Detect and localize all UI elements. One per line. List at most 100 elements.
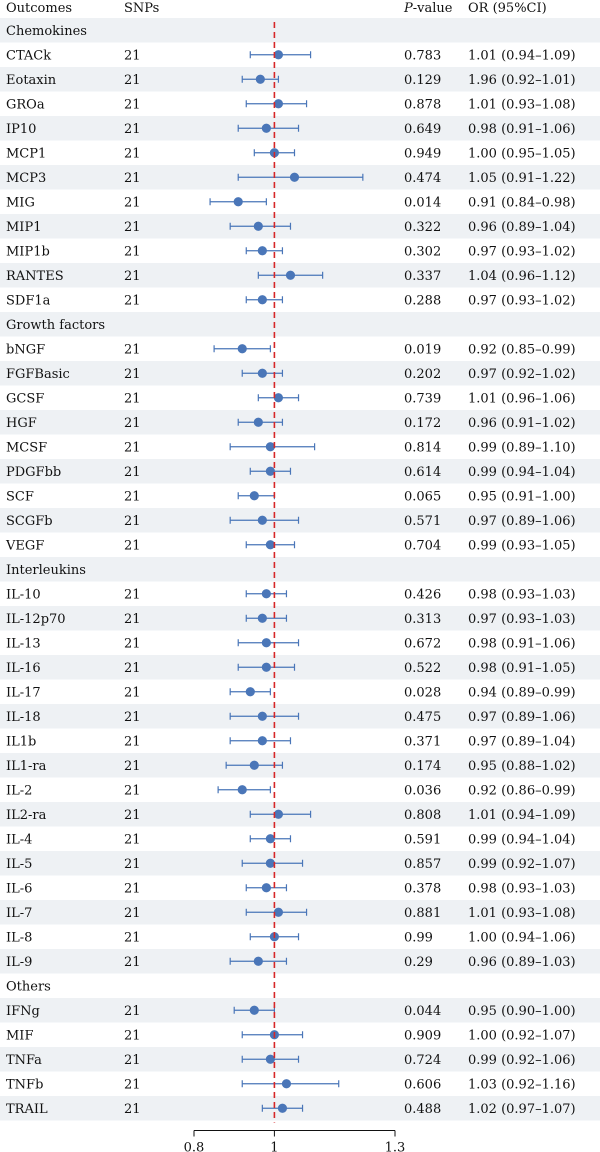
or-ci-text: 0.98 (0.93–1.03) <box>468 882 576 897</box>
snps-value: 21 <box>124 269 141 284</box>
p-value: 0.129 <box>404 73 441 88</box>
pvalue-header: P-value <box>403 1 453 16</box>
snps-value: 21 <box>124 931 141 946</box>
snps-value: 21 <box>124 637 141 652</box>
or-point <box>261 883 271 893</box>
or-point <box>273 50 284 60</box>
or-header: OR (95%CI) <box>468 1 547 16</box>
p-value: 0.591 <box>404 833 441 848</box>
outcome-label: MIF <box>6 1029 33 1044</box>
or-ci-text: 0.98 (0.91–1.05) <box>468 661 576 676</box>
or-point <box>257 515 267 525</box>
p-value: 0.371 <box>404 735 441 750</box>
or-ci-text: 0.95 (0.90–1.00) <box>468 1004 576 1019</box>
p-value: 0.949 <box>404 147 441 162</box>
or-point <box>261 589 271 599</box>
outcome-label: TNFa <box>6 1053 42 1068</box>
or-ci-text: 1.01 (0.94–1.09) <box>468 49 576 64</box>
or-ci-text: 0.97 (0.89–1.04) <box>468 735 576 750</box>
or-point <box>253 956 263 966</box>
or-point <box>237 785 247 795</box>
or-point <box>265 540 275 550</box>
outcome-label: MIG <box>6 196 35 211</box>
or-ci-text: 0.97 (0.93–1.02) <box>468 245 576 260</box>
x-tick-label: 0.8 <box>184 1141 205 1152</box>
or-point <box>253 221 263 231</box>
outcome-label: IL-7 <box>6 906 32 921</box>
x-axis: 0.8 1 1.3 <box>184 1130 405 1152</box>
or-point <box>273 907 284 917</box>
or-ci-text: 1.01 (0.93–1.08) <box>468 98 576 113</box>
or-ci-text: 0.97 (0.93–1.03) <box>468 612 576 627</box>
snps-value: 21 <box>124 98 141 113</box>
outcome-label: MIP1b <box>6 245 50 260</box>
snps-value: 21 <box>124 73 141 88</box>
or-point <box>281 1079 292 1089</box>
outcome-label: HGF <box>6 416 37 431</box>
p-value: 0.202 <box>404 367 441 382</box>
p-value: 0.672 <box>404 637 441 652</box>
outcome-label: SCGFb <box>6 514 53 529</box>
snps-value: 21 <box>124 588 141 603</box>
outcomes-header: Outcomes <box>6 1 72 16</box>
or-ci-text: 0.99 (0.89–1.10) <box>468 441 576 456</box>
outcome-label: IP10 <box>6 122 36 137</box>
row-band <box>0 361 600 386</box>
p-value: 0.878 <box>404 98 441 113</box>
snps-value: 21 <box>124 245 141 260</box>
plot-area <box>209 22 364 1123</box>
snps-header: SNPs <box>124 1 159 16</box>
snps-value: 21 <box>124 294 141 309</box>
snps-value: 21 <box>124 857 141 872</box>
p-value: 0.606 <box>404 1078 441 1093</box>
snps-value: 21 <box>124 1029 141 1044</box>
outcome-label: RANTES <box>6 269 64 284</box>
p-value: 0.475 <box>404 710 441 725</box>
or-ci-text: 1.00 (0.95–1.05) <box>468 147 576 162</box>
or-point <box>255 74 265 84</box>
snps-value: 21 <box>124 882 141 897</box>
snps-value: 21 <box>124 1053 141 1068</box>
group-label: Chemokines <box>6 24 87 39</box>
snps-value: 21 <box>124 220 141 235</box>
or-point <box>257 246 267 256</box>
snps-value: 21 <box>124 122 141 137</box>
or-point <box>265 1054 275 1064</box>
or-ci-text: 0.92 (0.86–0.99) <box>468 784 576 799</box>
or-ci-text: 1.03 (0.92–1.16) <box>468 1078 576 1093</box>
or-ci-text: 0.99 (0.93–1.05) <box>468 539 576 554</box>
row-band <box>0 459 600 484</box>
or-point <box>257 736 267 746</box>
snps-value: 21 <box>124 759 141 774</box>
snps-value: 21 <box>124 808 141 823</box>
outcome-label: SCF <box>6 490 34 505</box>
outcome-label: CTACk <box>6 49 51 64</box>
group-label: Growth factors <box>6 318 105 333</box>
outcome-label: TNFb <box>6 1078 43 1093</box>
outcome-label: MIP1 <box>6 220 41 235</box>
row-band <box>0 116 600 141</box>
snps-value: 21 <box>124 735 141 750</box>
or-ci-text: 0.92 (0.85–0.99) <box>468 343 576 358</box>
or-ci-text: 0.99 (0.92–1.06) <box>468 1053 576 1068</box>
p-value: 0.808 <box>404 808 441 823</box>
outcome-label: TRAIL <box>6 1102 48 1117</box>
row-band <box>0 214 600 239</box>
pvalue-header-italic: P <box>403 1 413 16</box>
outcome-label: MCP1 <box>6 147 46 162</box>
outcome-label: IL-8 <box>6 931 32 946</box>
snps-value: 21 <box>124 784 141 799</box>
row-band <box>0 655 600 680</box>
outcome-label: IL-9 <box>6 955 32 970</box>
or-point <box>257 613 267 623</box>
table-rows: Chemokines CTACk 21 0.783 1.01 (0.94–1.09) Eo… <box>5 24 576 1117</box>
or-ci-text: 0.98 (0.91–1.06) <box>468 637 576 652</box>
snps-value: 21 <box>124 171 141 186</box>
or-ci-text: 0.97 (0.93–1.02) <box>468 294 576 309</box>
snps-value: 21 <box>124 955 141 970</box>
group-label: Interleukins <box>6 563 86 578</box>
snps-value: 21 <box>124 710 141 725</box>
row-band <box>0 557 600 582</box>
pvalue-header-rest: -value <box>413 1 453 16</box>
